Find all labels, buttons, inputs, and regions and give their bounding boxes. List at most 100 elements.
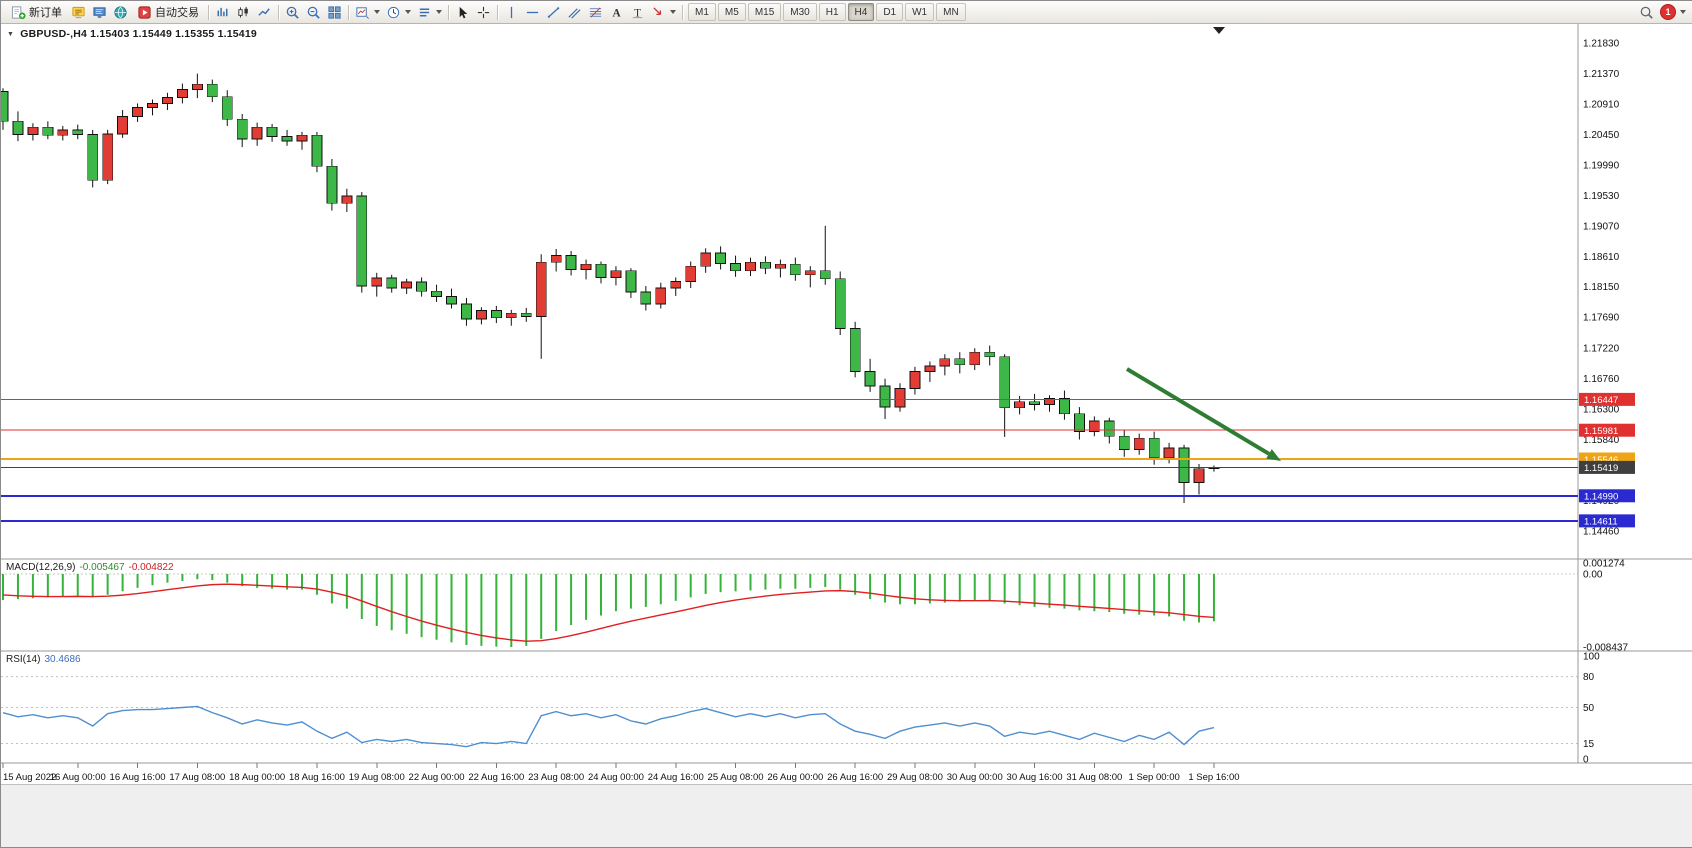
timeframe-h4-button[interactable]: H4 — [847, 3, 875, 21]
text-button[interactable]: A — [606, 2, 627, 22]
templates-icon — [419, 7, 430, 17]
new-order-button[interactable]: 新订单 — [5, 2, 68, 22]
timeframe-w1-button[interactable]: W1 — [905, 3, 935, 21]
svg-text:26 Aug 16:00: 26 Aug 16:00 — [827, 772, 883, 783]
svg-text:1.18610: 1.18610 — [1583, 252, 1620, 263]
annotations-layer — [1125, 27, 1281, 461]
timeframe-mn-button[interactable]: MN — [936, 3, 966, 21]
navigator-button[interactable] — [110, 2, 131, 22]
rsi-layer — [2, 705, 1215, 748]
terminal-icon — [93, 6, 106, 18]
chart-shift-marker — [1213, 27, 1225, 34]
timeframe-h1-button[interactable]: H1 — [818, 3, 846, 21]
text-icon: A — [612, 7, 621, 19]
toolbar-separator — [348, 4, 349, 20]
svg-text:1.18150: 1.18150 — [1583, 282, 1620, 293]
timeframe-group: M1 M5 M15 M30 H1 H4 D1 W1 MN — [688, 3, 966, 21]
zoom-out-icon — [307, 6, 320, 19]
svg-text:30 Aug 00:00: 30 Aug 00:00 — [947, 772, 1003, 783]
autotrading-play-icon — [138, 5, 151, 19]
search-button[interactable] — [1636, 2, 1657, 22]
svg-text:16 Aug 00:00: 16 Aug 00:00 — [50, 772, 106, 783]
trend-arrow — [1125, 367, 1271, 456]
macd-layer — [2, 574, 1215, 647]
svg-text:22 Aug 16:00: 22 Aug 16:00 — [468, 772, 524, 783]
new-order-icon — [11, 5, 26, 19]
cursor-button[interactable] — [452, 2, 473, 22]
svg-text:50: 50 — [1583, 703, 1595, 714]
horizontal-line-icon — [526, 11, 539, 13]
bar-chart-icon — [217, 7, 228, 16]
chart-candles-button[interactable] — [233, 2, 254, 22]
svg-text:15 Aug 2022: 15 Aug 2022 — [3, 772, 56, 783]
dropdown-arrow-icon — [670, 10, 676, 14]
chart-bars-button[interactable] — [212, 2, 233, 22]
svg-text:1.16300: 1.16300 — [1583, 405, 1620, 416]
svg-text:100: 100 — [1583, 652, 1600, 663]
svg-text:0.001274: 0.001274 — [1583, 559, 1625, 570]
svg-text:1.19990: 1.19990 — [1583, 160, 1620, 171]
periods-button[interactable] — [383, 2, 414, 22]
svg-text:1.14460: 1.14460 — [1583, 526, 1620, 537]
clock-icon — [387, 6, 400, 18]
window-footer — [1, 784, 1692, 847]
indicators-icon — [356, 6, 369, 19]
zoom-in-button[interactable] — [282, 2, 303, 22]
autotrading-button[interactable]: 自动交易 — [131, 2, 205, 22]
chart-area: 1.21830 1.21370 1.20910 1.20450 1.19990 1.195… — [1, 23, 1692, 785]
dropdown-arrow-icon — [374, 10, 380, 14]
text-label-button[interactable]: T — [627, 2, 648, 22]
dropdown-arrow-icon — [436, 10, 442, 14]
timeframe-m15-button[interactable]: M15 — [747, 3, 782, 21]
svg-text:80: 80 — [1583, 672, 1595, 683]
search-icon — [1640, 6, 1653, 19]
svg-text:1.19530: 1.19530 — [1583, 191, 1620, 202]
svg-text:18 Aug 16:00: 18 Aug 16:00 — [289, 772, 345, 783]
timeframe-d1-button[interactable]: D1 — [876, 3, 904, 21]
tile-windows-button[interactable] — [324, 2, 345, 22]
svg-text:22 Aug 00:00: 22 Aug 00:00 — [409, 772, 465, 783]
globe-icon — [114, 5, 127, 19]
templates-button[interactable] — [414, 2, 445, 22]
alerts-button[interactable]: 1 — [1657, 2, 1689, 22]
metaeditor-button[interactable] — [68, 2, 89, 22]
trendline-button[interactable] — [543, 2, 564, 22]
tile-windows-icon — [328, 5, 341, 19]
svg-text:0.00: 0.00 — [1583, 570, 1603, 581]
svg-text:T: T — [634, 7, 641, 19]
zoom-out-button[interactable] — [303, 2, 324, 22]
dropdown-arrow-icon — [1680, 10, 1686, 14]
fibonacci-button[interactable] — [585, 2, 606, 22]
horizontal-line-button[interactable] — [522, 2, 543, 22]
svg-text:17 Aug 08:00: 17 Aug 08:00 — [169, 772, 225, 783]
candles-layer — [1, 73, 1220, 504]
cursor-icon — [459, 6, 468, 18]
svg-text:24 Aug 00:00: 24 Aug 00:00 — [588, 772, 644, 783]
svg-text:25 Aug 08:00: 25 Aug 08:00 — [708, 772, 764, 783]
vertical-line-button[interactable] — [501, 2, 522, 22]
autotrading-label: 自动交易 — [155, 7, 199, 19]
toolbar-separator — [497, 4, 498, 20]
svg-text:18 Aug 00:00: 18 Aug 00:00 — [229, 772, 285, 783]
metaeditor-icon — [72, 6, 85, 18]
timeframe-m30-button[interactable]: M30 — [783, 3, 817, 21]
chart-canvas[interactable]: 1.21830 1.21370 1.20910 1.20450 1.19990 1.195… — [1, 23, 1692, 785]
channel-icon — [568, 7, 581, 19]
svg-text:30 Aug 16:00: 30 Aug 16:00 — [1007, 772, 1063, 783]
chart-line-button[interactable] — [254, 2, 275, 22]
toolbar-separator — [682, 4, 683, 20]
svg-text:1.19070: 1.19070 — [1583, 221, 1620, 232]
timeframe-m5-button[interactable]: M5 — [717, 3, 746, 21]
arrows-button[interactable] — [648, 2, 679, 22]
terminal-button[interactable] — [89, 2, 110, 22]
crosshair-button[interactable] — [473, 2, 494, 22]
channel-button[interactable] — [564, 2, 585, 22]
indicators-button[interactable] — [352, 2, 383, 22]
svg-text:24 Aug 16:00: 24 Aug 16:00 — [648, 772, 704, 783]
svg-text:29 Aug 08:00: 29 Aug 08:00 — [887, 772, 943, 783]
candlestick-icon — [238, 6, 248, 18]
timeframe-m1-button[interactable]: M1 — [688, 3, 716, 21]
toolbar-separator — [278, 4, 279, 20]
svg-text:1.14990: 1.14990 — [1584, 492, 1618, 503]
